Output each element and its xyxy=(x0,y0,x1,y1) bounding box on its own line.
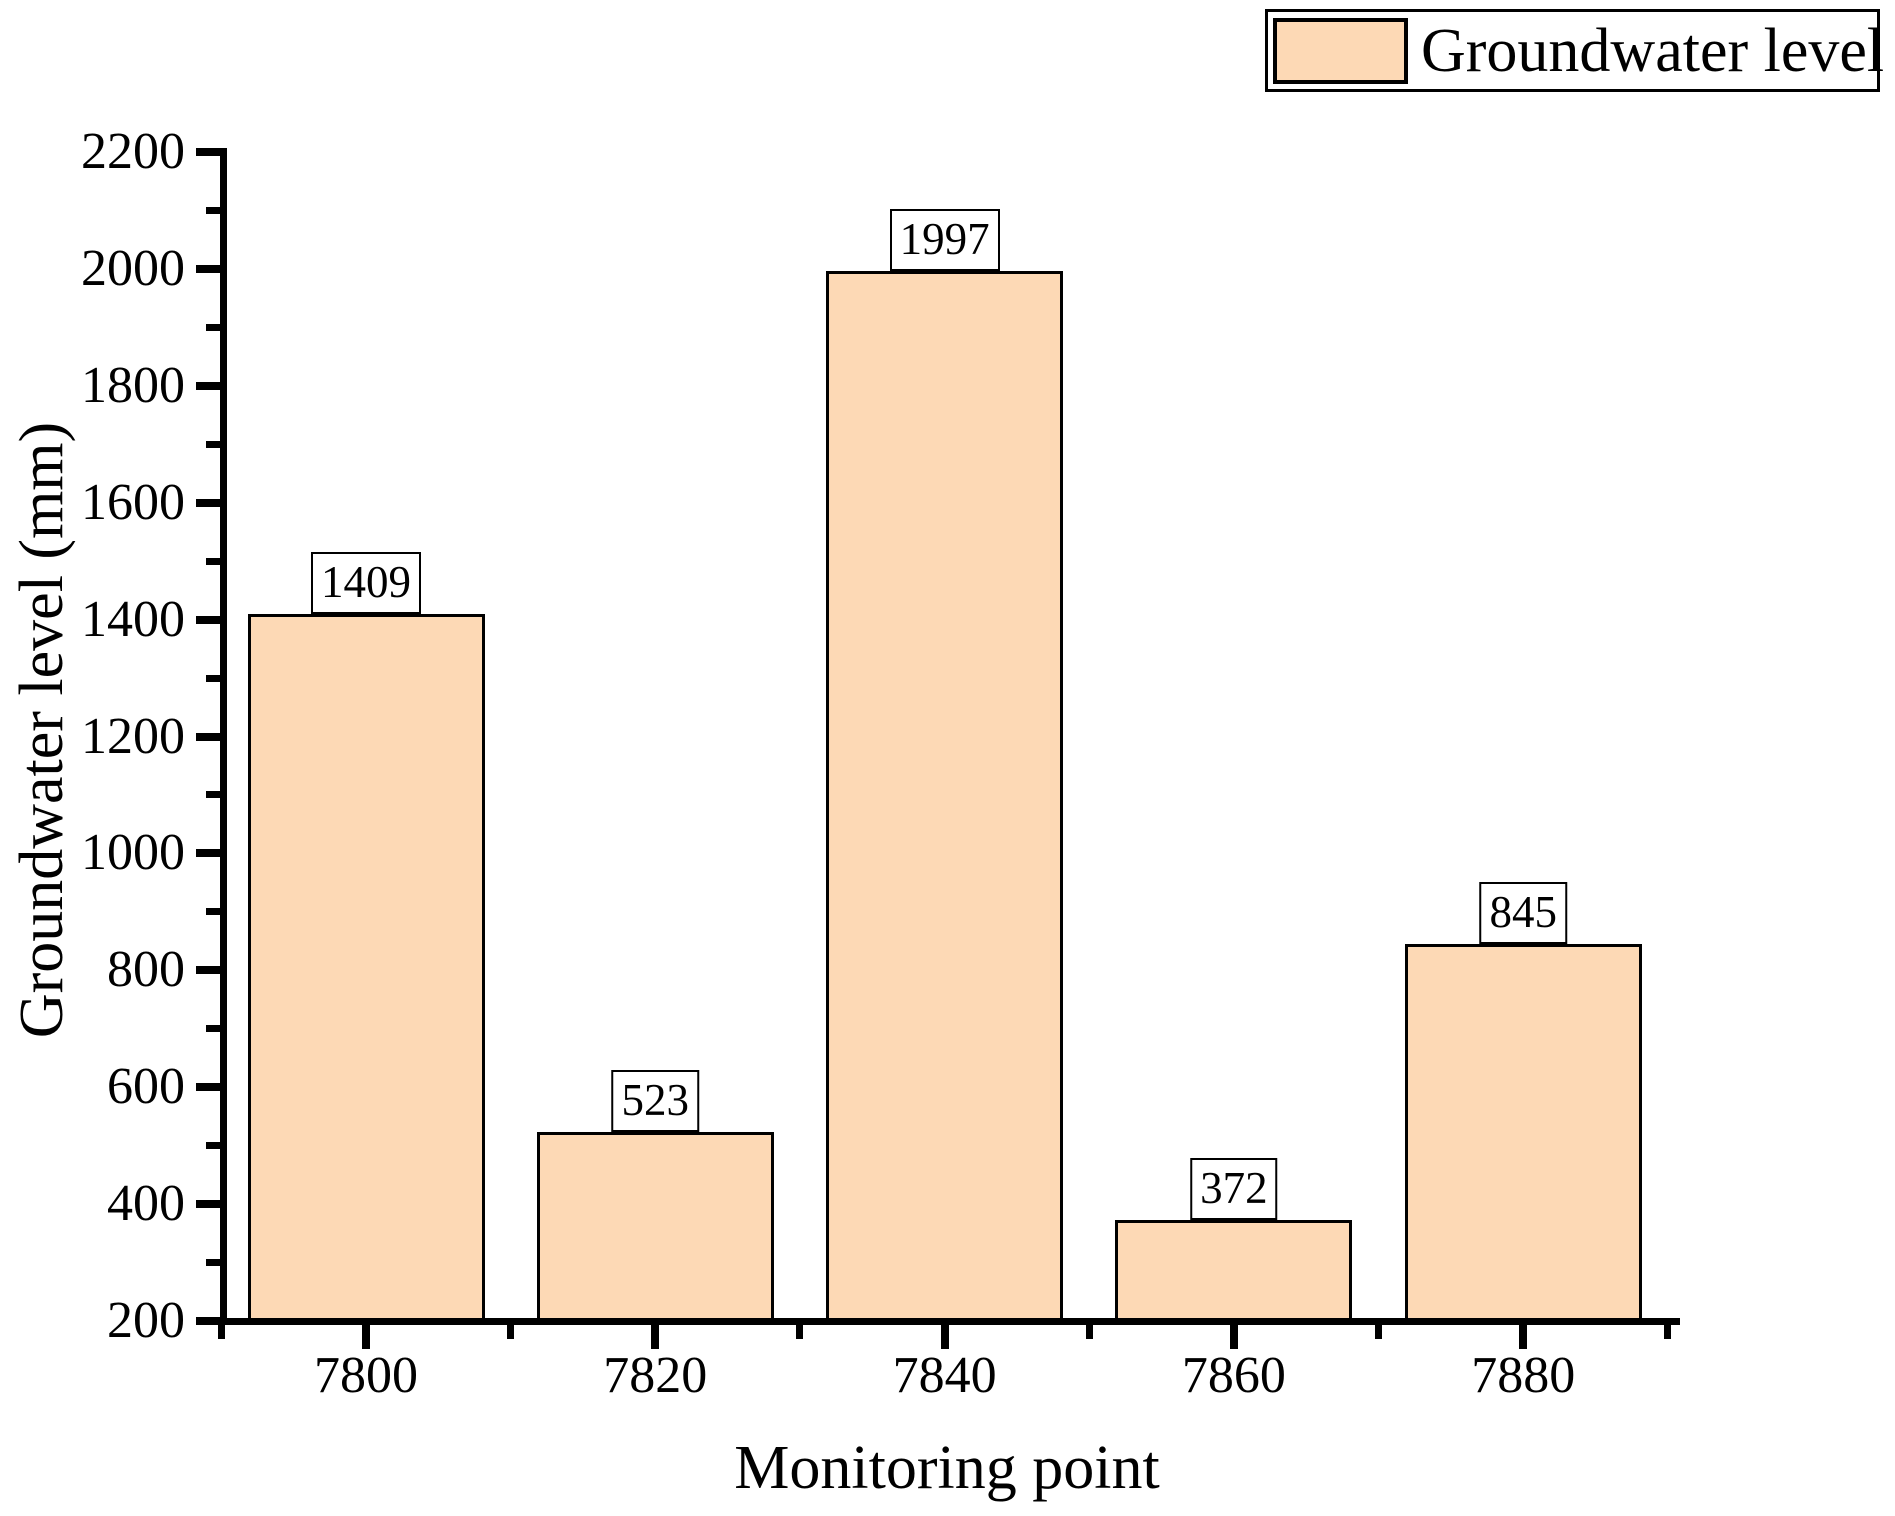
y-tick-label: 400 xyxy=(107,1175,185,1233)
x-major-tick xyxy=(1229,1325,1238,1349)
bar-value-label: 523 xyxy=(611,1070,700,1133)
y-major-tick xyxy=(196,148,220,156)
x-major-tick xyxy=(940,1325,949,1349)
y-major-tick xyxy=(196,732,220,741)
legend-label: Groundwater level xyxy=(1421,16,1885,85)
y-minor-tick xyxy=(206,557,220,565)
y-minor-tick xyxy=(206,674,220,682)
y-tick-label: 800 xyxy=(107,941,185,999)
legend: Groundwater level xyxy=(1265,9,1884,92)
bar xyxy=(536,1132,774,1325)
y-axis-line xyxy=(220,148,227,1325)
y-tick-label: 200 xyxy=(107,1292,185,1349)
x-axis-title: Monitoring point xyxy=(734,1434,1160,1502)
x-tick-label: 7820 xyxy=(603,1347,708,1404)
x-tick-label: 7880 xyxy=(1471,1347,1576,1404)
y-major-tick xyxy=(196,966,220,975)
bar xyxy=(1115,1220,1353,1325)
y-tick-label: 2200 xyxy=(81,123,185,180)
y-minor-tick xyxy=(206,791,220,799)
y-major-tick xyxy=(196,381,220,390)
bar-value-label: 1409 xyxy=(311,552,421,615)
y-axis-title: Groundwater level (mm) xyxy=(8,421,76,1039)
x-minor-tick xyxy=(1375,1325,1383,1339)
y-major-tick xyxy=(196,1317,220,1325)
y-minor-tick xyxy=(206,1259,220,1267)
x-minor-tick xyxy=(507,1325,515,1339)
bar-value-label: 845 xyxy=(1479,881,1567,944)
y-major-tick xyxy=(196,615,220,624)
y-minor-tick xyxy=(206,1142,220,1150)
y-major-tick xyxy=(196,498,220,507)
x-minor-tick xyxy=(217,1325,225,1339)
x-tick-label: 7860 xyxy=(1181,1347,1286,1404)
bar xyxy=(1404,943,1642,1325)
bar-value-label: 372 xyxy=(1190,1158,1278,1221)
x-minor-tick xyxy=(796,1325,804,1339)
y-major-tick xyxy=(196,1200,220,1209)
legend-swatch xyxy=(1273,17,1408,84)
y-minor-tick xyxy=(206,206,220,214)
y-tick-label: 1000 xyxy=(81,824,185,882)
y-minor-tick xyxy=(206,1025,220,1033)
x-axis-line xyxy=(220,1318,1680,1325)
y-minor-tick xyxy=(206,908,220,916)
bar xyxy=(247,614,485,1325)
y-major-tick xyxy=(196,849,220,858)
y-tick-label: 1400 xyxy=(81,590,185,648)
y-minor-tick xyxy=(206,440,220,448)
y-major-tick xyxy=(196,264,220,273)
x-major-tick xyxy=(651,1325,660,1349)
x-major-tick xyxy=(1519,1325,1528,1349)
x-minor-tick xyxy=(1664,1325,1672,1339)
y-tick-label: 600 xyxy=(107,1058,185,1116)
x-minor-tick xyxy=(1085,1325,1093,1339)
x-tick-label: 7800 xyxy=(314,1347,418,1404)
x-tick-label: 7840 xyxy=(892,1347,997,1404)
bar-value-label: 1997 xyxy=(889,208,1000,271)
y-major-tick xyxy=(196,1083,220,1092)
y-tick-label: 2000 xyxy=(81,239,185,297)
y-minor-tick xyxy=(206,323,220,331)
y-tick-label: 1600 xyxy=(81,473,185,531)
x-major-tick xyxy=(362,1325,370,1349)
y-tick-label: 1200 xyxy=(81,707,185,765)
y-tick-label: 1800 xyxy=(81,356,185,414)
bar xyxy=(826,270,1064,1325)
